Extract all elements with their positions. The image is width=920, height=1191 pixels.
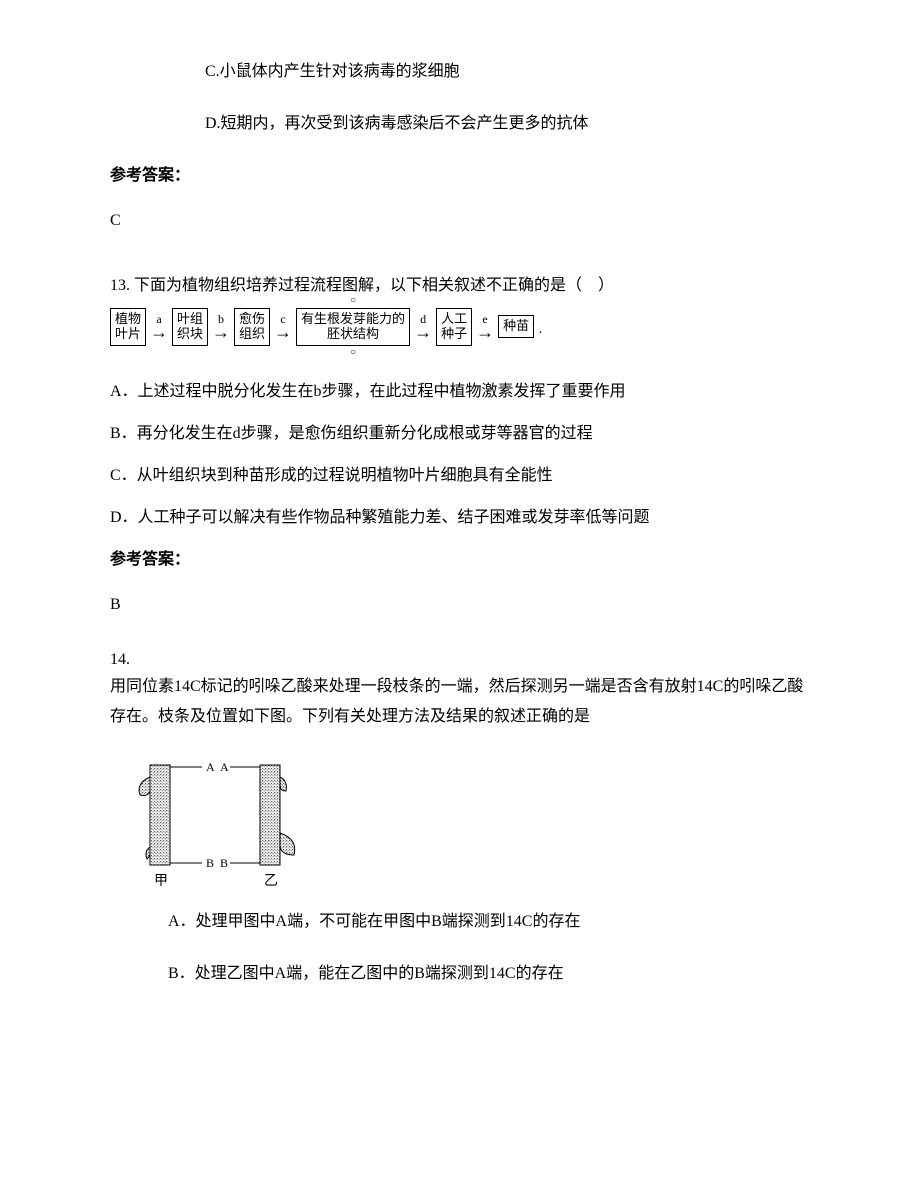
flow-arrow-e: e →: [476, 313, 494, 341]
q14-number: 14.: [110, 648, 810, 672]
flow-arrow-c: c →: [274, 313, 292, 341]
q13-option-d: D．人工种子可以解决有些作物品种繁殖能力差、结子困难或发芽率低等问题: [110, 506, 810, 530]
fig-label-b-left: B: [206, 856, 214, 870]
fig-label-b-right: B: [220, 856, 228, 870]
flow-node-4: 有生根发芽能力的 胚状结构 ○ ○: [296, 308, 410, 346]
fig-label-a-left: A: [206, 760, 215, 774]
flow-node-1: 植物 叶片: [110, 308, 146, 346]
q14-options: A．处理甲图中A端，不可能在甲图中B端探测到14C的存在 B．处理乙图中A端，能…: [110, 910, 810, 986]
q12-option-d: D.短期内，再次受到该病毒感染后不会产生更多的抗体: [110, 112, 810, 136]
q14-figure: A B 甲 A B 乙: [130, 747, 810, 892]
q13-options: A．上述过程中脱分化发生在b步骤，在此过程中植物激素发挥了重要作用 B．再分化发…: [110, 380, 810, 530]
page: C.小鼠体内产生针对该病毒的浆细胞 D.短期内，再次受到该病毒感染后不会产生更多…: [0, 0, 920, 1046]
q13-flowchart: 植物 叶片 a → 叶组 织块 b → 愈伤 组织 c → 有生根发芽能力的 胚…: [110, 308, 810, 346]
q14-stem: 用同位素14C标记的吲哚乙酸来处理一段枝条的一端，然后探测另一端是否含有放射14…: [110, 672, 810, 733]
q13-ref-answer-label: 参考答案：: [110, 548, 810, 572]
trailing-dot: ·: [538, 326, 543, 346]
q13-stem: 13. 下面为植物组织培养过程流程图解，以下相关叙述不正确的是（ ）: [110, 274, 810, 298]
flow-node-6: 种苗: [498, 315, 534, 338]
q12-answer: C: [110, 212, 810, 230]
q14-option-b: B．处理乙图中A端，能在乙图中的B端探测到14C的存在: [110, 962, 810, 986]
fig-label-jia: 甲: [154, 874, 168, 889]
flow-node-3: 愈伤 组织: [234, 308, 270, 346]
q13-answer: B: [110, 596, 810, 614]
q12-option-c: C.小鼠体内产生针对该病毒的浆细胞: [110, 60, 810, 84]
flow-node-2: 叶组 织块: [172, 308, 208, 346]
q12-ref-answer-label: 参考答案：: [110, 164, 810, 188]
flow-node-5: 人工 种子: [436, 308, 472, 346]
q13-option-b: B．再分化发生在d步骤，是愈伤组织重新分化成根或芽等器官的过程: [110, 422, 810, 446]
fig-label-a-right: A: [220, 760, 229, 774]
flow-arrow-a: a →: [150, 313, 168, 341]
fig-label-yi: 乙: [264, 873, 278, 889]
flow-arrow-b: b →: [212, 313, 230, 341]
q13-option-a: A．上述过程中脱分化发生在b步骤，在此过程中植物激素发挥了重要作用: [110, 380, 810, 404]
circle-bottom-icon: ○: [350, 347, 356, 359]
q13-option-c: C．从叶组织块到种苗形成的过程说明植物叶片细胞具有全能性: [110, 464, 810, 488]
circle-top-icon: ○: [350, 295, 356, 307]
q14-option-a: A．处理甲图中A端，不可能在甲图中B端探测到14C的存在: [110, 910, 810, 934]
flow-arrow-d: d →: [414, 313, 432, 341]
